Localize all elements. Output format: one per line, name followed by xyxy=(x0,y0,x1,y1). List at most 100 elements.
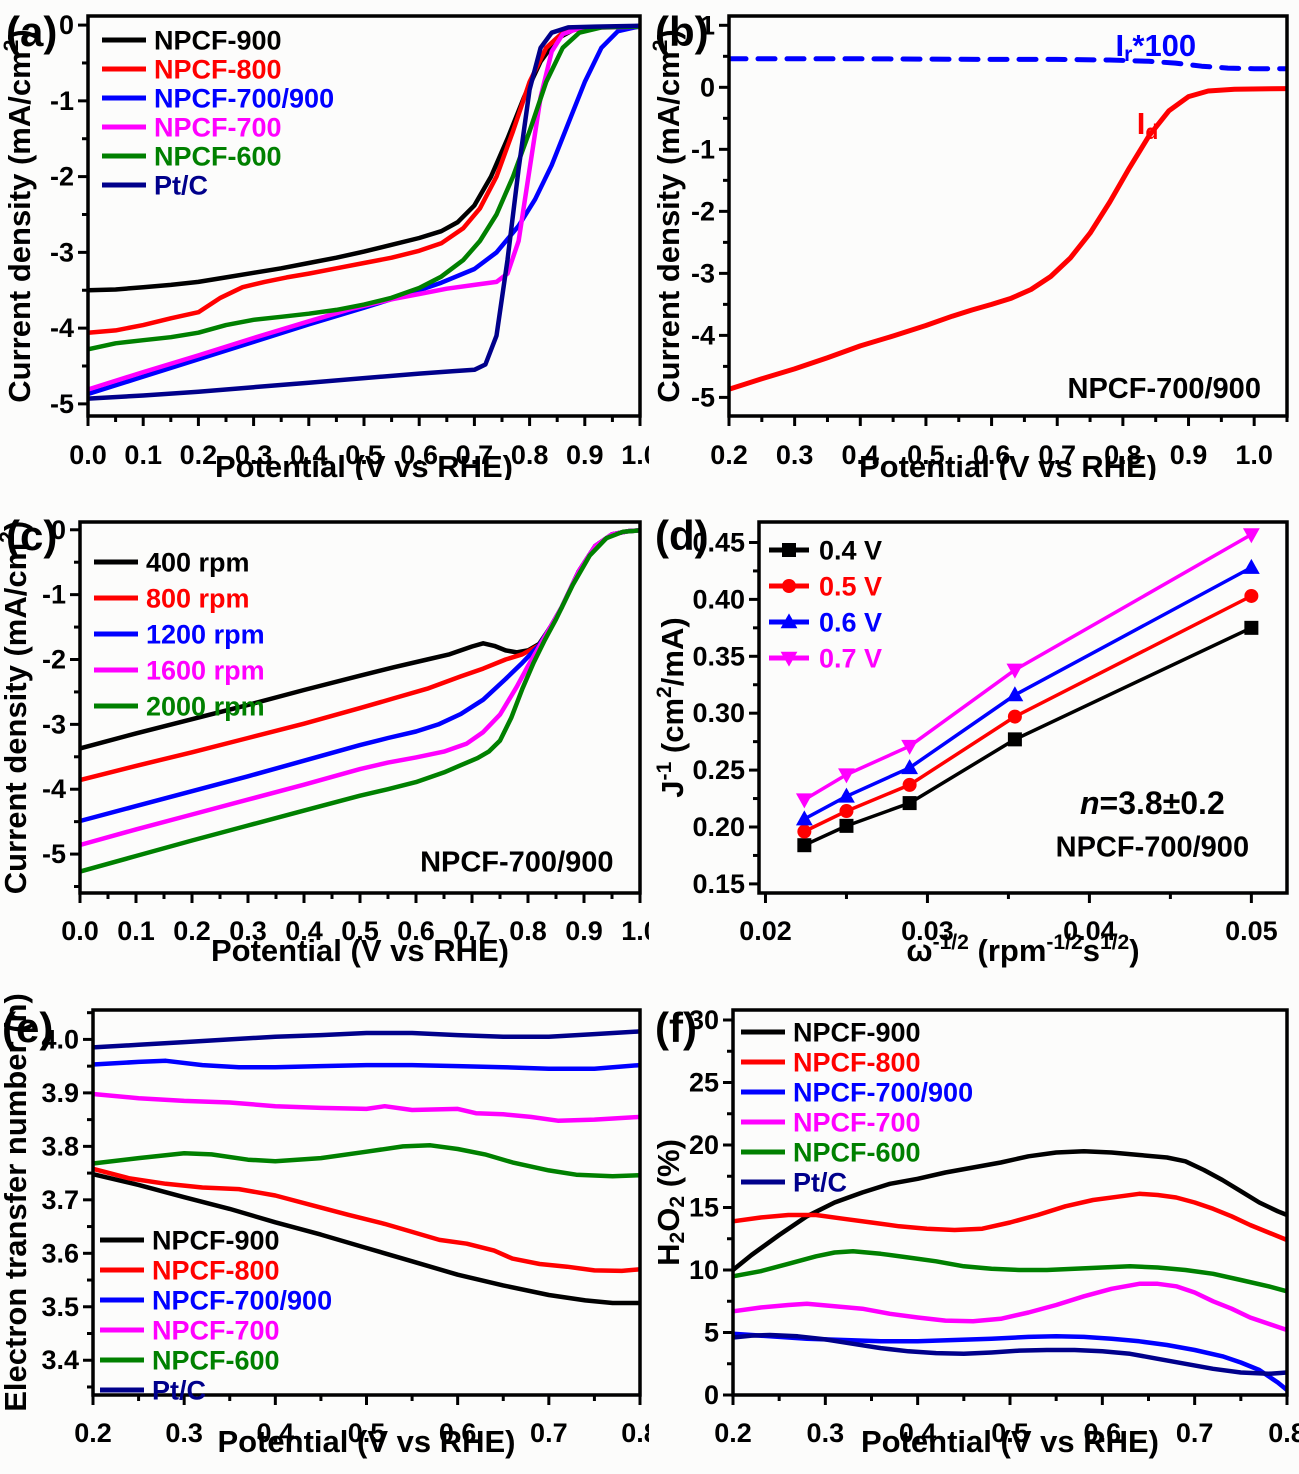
svg-text:0.0: 0.0 xyxy=(69,440,107,470)
svg-text:1.0: 1.0 xyxy=(621,916,649,946)
svg-text:0.3: 0.3 xyxy=(165,1418,203,1448)
svg-text:Potential (V vs RHE): Potential (V vs RHE) xyxy=(211,933,509,968)
svg-text:NPCF-600: NPCF-600 xyxy=(154,142,282,172)
svg-text:0.8: 0.8 xyxy=(509,916,547,946)
svg-text:4.0: 4.0 xyxy=(41,1024,79,1054)
svg-text:NPCF-900: NPCF-900 xyxy=(152,1226,280,1256)
svg-text:0.5: 0.5 xyxy=(907,440,945,470)
svg-text:Pt/C: Pt/C xyxy=(154,171,208,201)
svg-text:3.4: 3.4 xyxy=(41,1345,79,1375)
series-npcf-600 xyxy=(92,1143,641,1179)
svg-text:-3: -3 xyxy=(42,709,66,739)
panel-e-chart: 0.2 0.3 0.4 0.5 0.6 0.7 0.8 3.4 3.5 3.6 3.7 3.8 3.9 4… xyxy=(0,993,649,1459)
svg-text:0.5 V: 0.5 V xyxy=(819,572,882,602)
series-npcf-800 xyxy=(732,1191,1288,1243)
series-npcf-700 xyxy=(732,1281,1288,1333)
panel-b-chart: 0.2 0.3 0.4 0.5 0.6 0.7 0.8 0.9 1.0 1 0 -1 -2 -3 -4 -5 P… xyxy=(649,8,1289,480)
svg-text:NPCF-700/900: NPCF-700/900 xyxy=(793,1078,973,1108)
svg-text:-5: -5 xyxy=(42,839,66,869)
svg-text:0.0: 0.0 xyxy=(61,916,99,946)
svg-text:0.6: 0.6 xyxy=(397,916,435,946)
svg-text:0.35: 0.35 xyxy=(692,641,745,671)
svg-text:-4: -4 xyxy=(691,320,715,350)
svg-text:Current density (mA/cm2): Current density (mA/cm2) xyxy=(649,29,686,402)
svg-text:(c): (c) xyxy=(6,512,57,559)
svg-text:Current density (mA/cm2): Current density (mA/cm2) xyxy=(0,29,37,402)
svg-text:0.7: 0.7 xyxy=(530,1418,568,1448)
svg-text:NPCF-700/900: NPCF-700/900 xyxy=(1068,373,1261,405)
svg-text:NPCF-600: NPCF-600 xyxy=(793,1138,921,1168)
svg-text:-4: -4 xyxy=(42,774,66,804)
svg-text:(f): (f) xyxy=(655,1004,697,1051)
svg-text:Potential (V vs RHE): Potential (V vs RHE) xyxy=(218,1424,516,1459)
svg-text:1600 rpm: 1600 rpm xyxy=(146,656,265,686)
svg-text:H2O2 (%): H2O2 (%) xyxy=(651,1139,689,1266)
legend: NPCF-900NPCF-800NPCF-700/900NPCF-700NPCF… xyxy=(741,1018,973,1198)
svg-text:-1: -1 xyxy=(691,134,715,164)
svg-text:0.9: 0.9 xyxy=(566,440,604,470)
svg-text:NPCF-700/900: NPCF-700/900 xyxy=(420,846,613,878)
svg-text:0.15: 0.15 xyxy=(692,869,745,899)
series-npcf-600 xyxy=(87,24,641,352)
legend: NPCF-900NPCF-800NPCF-700/900NPCF-700NPCF… xyxy=(102,26,334,201)
svg-text:0.2: 0.2 xyxy=(710,440,748,470)
plot-box xyxy=(731,1008,1289,1397)
svg-text:ω-1/2 (rpm-1/2s1/2): ω-1/2 (rpm-1/2s1/2) xyxy=(906,931,1139,968)
svg-text:2000 rpm: 2000 rpm xyxy=(146,692,265,722)
svg-text:0: 0 xyxy=(700,72,715,102)
svg-text:-2: -2 xyxy=(42,645,66,675)
svg-text:800 rpm: 800 rpm xyxy=(146,584,250,614)
svg-text:0.5: 0.5 xyxy=(991,1418,1029,1448)
plot-box xyxy=(727,14,1289,418)
series-id xyxy=(728,86,1288,392)
svg-text:0.4: 0.4 xyxy=(842,440,880,470)
svg-text:0.1: 0.1 xyxy=(117,916,155,946)
svg-text:30: 30 xyxy=(689,1005,719,1035)
svg-text:NPCF-700: NPCF-700 xyxy=(793,1108,921,1138)
svg-text:-1: -1 xyxy=(50,86,74,116)
series-npcf-700-900 xyxy=(732,1331,1288,1393)
svg-text:NPCF-800: NPCF-800 xyxy=(793,1048,921,1078)
svg-text:-3: -3 xyxy=(50,237,74,267)
svg-text:0.25: 0.25 xyxy=(692,755,745,785)
svg-text:0.3: 0.3 xyxy=(776,440,814,470)
series-npcf-900 xyxy=(92,1171,641,1306)
svg-text:10: 10 xyxy=(689,1255,719,1285)
svg-text:0.3: 0.3 xyxy=(235,440,273,470)
svg-text:0.8: 0.8 xyxy=(1268,1418,1299,1448)
svg-text:3.6: 3.6 xyxy=(41,1238,79,1268)
svg-text:25: 25 xyxy=(689,1068,719,1098)
plot-box xyxy=(91,1008,642,1397)
svg-text:NPCF-800: NPCF-800 xyxy=(152,1256,280,1286)
plot-box xyxy=(757,520,1289,895)
svg-text:Pt/C: Pt/C xyxy=(152,1376,206,1406)
svg-text:0.6: 0.6 xyxy=(1084,1418,1122,1448)
svg-text:Potential (V vs RHE): Potential (V vs RHE) xyxy=(859,449,1157,480)
svg-text:0.9: 0.9 xyxy=(565,916,603,946)
svg-text:-5: -5 xyxy=(50,389,74,419)
svg-text:0.4: 0.4 xyxy=(257,1418,295,1448)
svg-text:5: 5 xyxy=(704,1318,719,1348)
svg-text:-1: -1 xyxy=(42,580,66,610)
svg-text:0.2: 0.2 xyxy=(74,1418,112,1448)
svg-text:0.5: 0.5 xyxy=(341,916,379,946)
svg-text:0.6: 0.6 xyxy=(400,440,438,470)
panel-f-chart: 0.2 0.3 0.4 0.5 0.6 0.7 0.8 0 5 10 15 20 25 30 Potenti… xyxy=(651,1004,1299,1459)
svg-text:0.4: 0.4 xyxy=(290,440,328,470)
svg-text:Current density (mA/cm2): Current density (mA/cm2) xyxy=(0,521,33,894)
svg-text:Id: Id xyxy=(1137,106,1159,144)
series-group xyxy=(92,1029,641,1306)
svg-text:0.9: 0.9 xyxy=(1170,440,1208,470)
plot-box xyxy=(86,14,642,418)
svg-text:0.2: 0.2 xyxy=(714,1418,752,1448)
svg-text:NPCF-800: NPCF-800 xyxy=(154,55,282,85)
series-pt-c xyxy=(87,23,641,401)
svg-text:-3: -3 xyxy=(691,258,715,288)
svg-text:1: 1 xyxy=(700,10,715,40)
svg-text:(e): (e) xyxy=(2,1004,53,1051)
svg-text:400 rpm: 400 rpm xyxy=(146,548,250,578)
svg-text:1.0: 1.0 xyxy=(621,440,649,470)
svg-text:0.4: 0.4 xyxy=(899,1418,937,1448)
svg-text:Potential (V vs RHE): Potential (V vs RHE) xyxy=(215,449,513,480)
